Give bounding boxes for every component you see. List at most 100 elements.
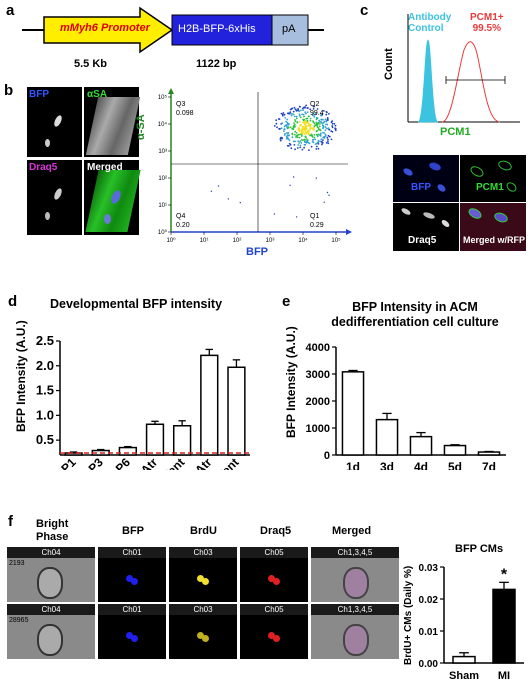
scatter-dot: [303, 143, 306, 146]
scatter-dot: [292, 176, 295, 178]
scatter-dot: [291, 113, 294, 115]
scatter-dot: [309, 119, 312, 122]
scatter-dot: [275, 119, 278, 122]
scatter-dot: [315, 123, 318, 125]
scatter-dot: [302, 113, 305, 116]
category-label: P1: [58, 455, 79, 470]
scatter-dot: [325, 127, 328, 130]
micro-c-label-draq5: Draq5: [408, 235, 437, 246]
scatter-dot: [292, 140, 295, 143]
facs-scatter-plot: Q3 0.098 Q2 99.4 Q4 0.20 Q1 0.29 10⁰ 10¹ 1…: [158, 88, 352, 244]
pa-box: [271, 14, 309, 46]
scatter-dot: [303, 122, 306, 125]
scatter-dot: [317, 133, 320, 136]
q3-value: 0.098: [176, 110, 194, 117]
bar: [409, 435, 433, 456]
scatter-dot: [324, 129, 327, 132]
scatter-dot: [280, 127, 283, 129]
promoter-arrow: [43, 6, 174, 54]
scatter-dot: [306, 140, 309, 143]
scatter-dot: [227, 198, 230, 200]
q4-name: Q4: [176, 213, 185, 220]
scatter-dot: [326, 136, 329, 139]
scatter-dot: [303, 138, 306, 141]
scatter-dot: [302, 139, 304, 142]
micro-c-label-pcm1: PCM1: [476, 182, 504, 193]
channel-image: Ch01: [98, 547, 166, 602]
scatter-dot: [307, 115, 310, 118]
bar: [145, 423, 165, 456]
scatter-dot: [294, 120, 297, 123]
category-label: P3: [86, 455, 107, 470]
scatter-dot: [293, 122, 295, 124]
scatter-dot: [309, 108, 312, 111]
scatter-dot: [305, 117, 308, 120]
scatter-dot: [317, 147, 320, 150]
bar: [341, 371, 365, 456]
header-merged: Merged: [332, 525, 372, 537]
q1-name: Q1: [310, 213, 319, 220]
y-tick-label: 1.5: [36, 383, 54, 398]
scatter-dot: [326, 123, 329, 126]
scatter-dot: [292, 128, 295, 130]
chart-d-title: Developmental BFP intensity: [50, 297, 223, 311]
scatter-dot: [291, 136, 294, 139]
panel-label-b: b: [4, 82, 14, 99]
scatter-dot: [316, 108, 319, 110]
y-tick-label: 0.03: [419, 563, 439, 574]
scatter-dot: [313, 125, 316, 128]
channel-image: Ch03: [169, 604, 237, 659]
scatter-dot: [321, 143, 323, 146]
scatter-dot: [306, 111, 309, 113]
scatter-dot: [285, 120, 287, 123]
y-tick-label: 1000: [306, 423, 330, 435]
scatter-dot: [328, 194, 330, 196]
bar: [375, 418, 399, 456]
scale-bar-label: 20 μm: [30, 668, 53, 677]
scatter-dot: [315, 112, 317, 114]
scatter-dot: [320, 118, 323, 121]
scatter-dots: [210, 104, 337, 218]
scatter-dot: [293, 144, 296, 146]
scatter-dot: [290, 147, 293, 150]
scatter-dot: [297, 133, 300, 136]
cell: [197, 575, 204, 582]
scatter-dot: [318, 125, 321, 128]
scatter-dot: [306, 119, 309, 122]
scatter-dot: [315, 118, 318, 121]
scatter-dot: [292, 113, 295, 116]
scatter-dot: [327, 127, 330, 130]
scatter-dot: [312, 114, 314, 117]
cell: [268, 632, 275, 639]
y-tick-label: 0: [324, 450, 330, 462]
scatter-dot: [305, 104, 308, 107]
scatter-dot: [305, 122, 307, 125]
scatter-dot: [300, 142, 303, 144]
scatter-dot: [273, 125, 276, 127]
scatter-dot: [289, 126, 292, 129]
scatter-dot: [320, 140, 322, 143]
scatter-dot: [286, 118, 289, 121]
scatter-dot: [307, 107, 309, 109]
scatter-dot: [305, 125, 308, 127]
scatter-dot: [313, 122, 316, 125]
pcm1-pos-label: PCM1+ 99.5%: [470, 12, 504, 34]
pa-label: pA: [282, 23, 296, 35]
channel-image: Ch03: [169, 547, 237, 602]
scatter-dot: [303, 146, 305, 149]
scatter-dot: [293, 106, 296, 109]
scatter-dot: [303, 126, 306, 129]
channel-image: Ch1,3,4,5: [311, 547, 399, 602]
scatter-dot: [328, 112, 330, 115]
header-bfp: BFP: [122, 525, 144, 537]
scatter-dot: [308, 149, 310, 151]
scatter-dot: [316, 145, 318, 148]
channel-image: Ch01: [98, 604, 166, 659]
scatter-dot: [279, 139, 282, 142]
scatter-dot: [309, 128, 311, 131]
scatter-dot: [317, 143, 320, 145]
scatter-dot: [299, 144, 302, 147]
event-id: 28965: [9, 617, 29, 624]
scatter-ytick-label: 10²: [158, 176, 167, 182]
micrograph-merged: [84, 160, 141, 235]
